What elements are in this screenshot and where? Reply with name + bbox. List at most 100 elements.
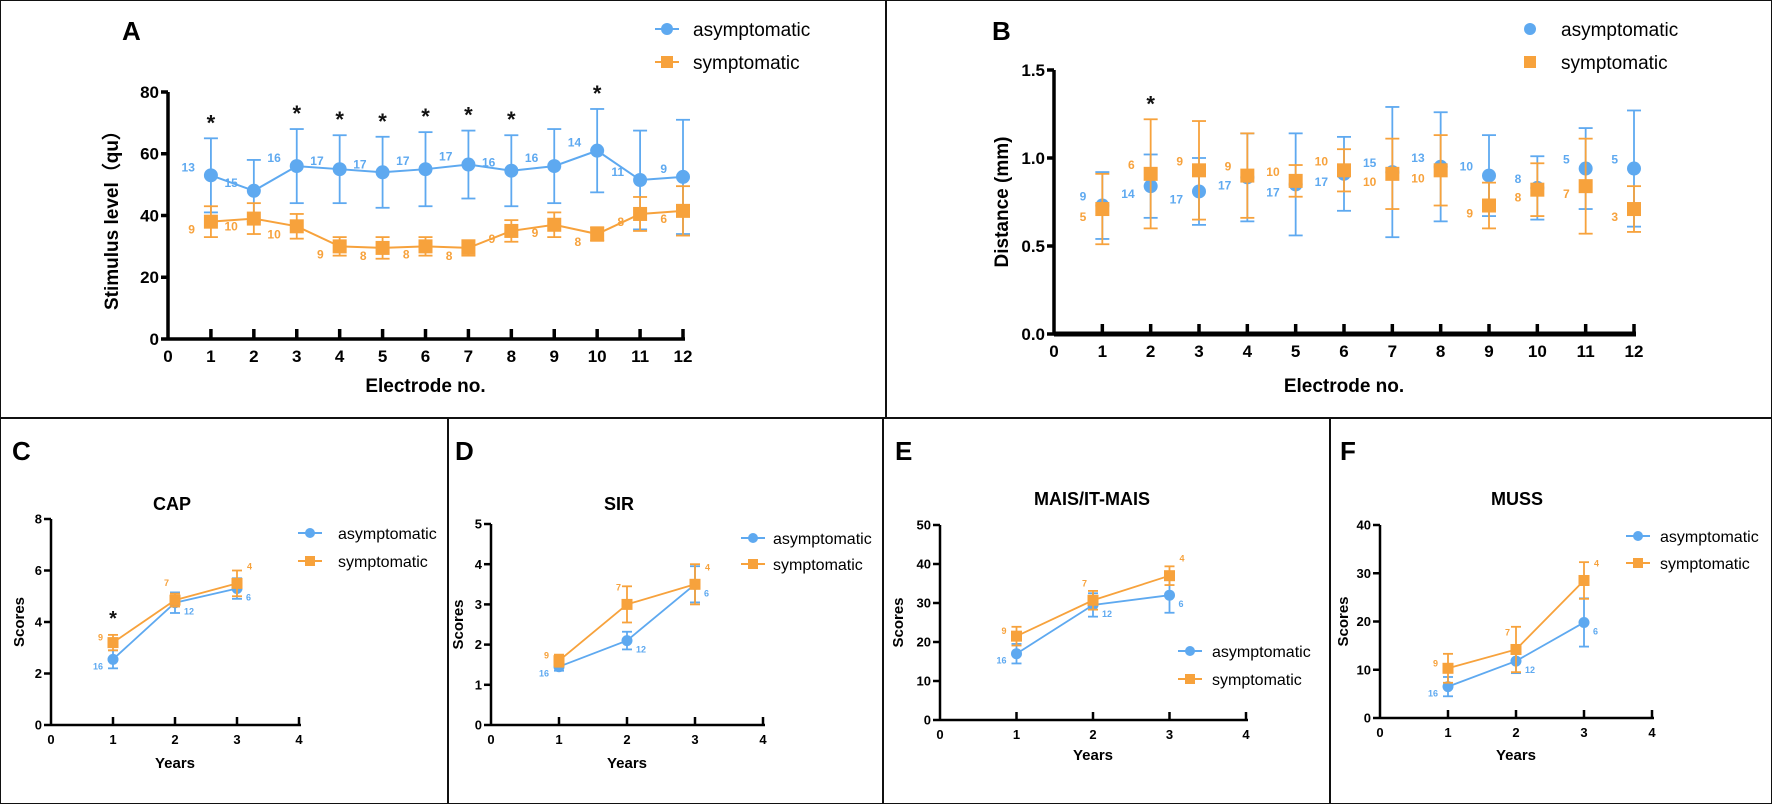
y-tick-label: 0 bbox=[924, 713, 931, 728]
x-tick-label: 0 bbox=[47, 732, 54, 747]
y-tick-label: 5 bbox=[475, 517, 482, 532]
data-point-symptomatic bbox=[1192, 163, 1206, 178]
sample-size-label: 6 bbox=[1179, 599, 1184, 609]
x-axis-label: Electrode no. bbox=[1284, 376, 1404, 397]
legend-marker-asymptomatic bbox=[305, 528, 315, 538]
x-tick-label: 7 bbox=[464, 347, 473, 366]
data-point-asymptomatic bbox=[621, 635, 633, 647]
sample-size-label: 4 bbox=[1594, 558, 1599, 568]
data-point-asymptomatic bbox=[547, 159, 562, 174]
legend-item-asymptomatic: asymptomatic bbox=[1178, 644, 1311, 661]
y-tick-label: 40 bbox=[917, 557, 931, 572]
sample-size-label: 17 bbox=[310, 154, 324, 168]
data-point-symptomatic bbox=[1482, 198, 1496, 213]
legend-item-symptomatic: symptomatic bbox=[1178, 672, 1302, 689]
data-point-symptomatic bbox=[461, 240, 476, 255]
y-tick-label: 0 bbox=[1364, 711, 1371, 726]
sample-size-label: 16 bbox=[539, 669, 549, 679]
legend-label: asymptomatic bbox=[338, 526, 437, 543]
legend-marker-asymptomatic bbox=[1633, 531, 1643, 541]
x-tick-label: 1 bbox=[555, 732, 562, 747]
significance-star: * bbox=[292, 101, 301, 126]
x-tick-label: 10 bbox=[1528, 342, 1547, 361]
y-tick-label: 40 bbox=[1357, 518, 1371, 533]
x-tick-label: 10 bbox=[588, 347, 607, 366]
y-tick-label: 0.0 bbox=[1021, 325, 1045, 344]
data-point-asymptomatic bbox=[1627, 161, 1641, 176]
legend-item-symptomatic: symptomatic bbox=[298, 554, 428, 571]
sample-size-label: 7 bbox=[616, 582, 621, 592]
x-tick-label: 4 bbox=[335, 347, 345, 366]
y-tick-label: 20 bbox=[140, 268, 159, 287]
y-axis-label: Stimulus level（qu） bbox=[100, 121, 123, 310]
legend-label: asymptomatic bbox=[1561, 20, 1678, 41]
x-tick-label: 1 bbox=[1013, 727, 1020, 742]
sample-size-label: 9 bbox=[544, 651, 549, 661]
panel-letter: B bbox=[992, 16, 1011, 46]
data-point-symptomatic bbox=[1087, 594, 1099, 606]
x-tick-label: 0 bbox=[1376, 725, 1383, 740]
x-tick-label: 11 bbox=[1577, 342, 1595, 361]
x-tick-label: 5 bbox=[378, 347, 387, 366]
data-point-symptomatic bbox=[375, 240, 390, 255]
x-tick-label: 0 bbox=[1049, 342, 1058, 361]
sample-size-label: 9 bbox=[1225, 160, 1232, 174]
sample-size-label: 12 bbox=[184, 607, 194, 617]
x-tick-label: 5 bbox=[1291, 342, 1300, 361]
y-tick-label: 60 bbox=[140, 145, 159, 164]
sample-size-label: 7 bbox=[1082, 578, 1087, 588]
data-point-asymptomatic bbox=[633, 172, 648, 187]
sample-size-label: 5 bbox=[1611, 153, 1618, 167]
sample-size-label: 6 bbox=[1128, 158, 1135, 172]
data-point-asymptomatic bbox=[1164, 589, 1175, 601]
sample-size-label: 9 bbox=[1080, 190, 1087, 204]
legend-item-symptomatic: symptomatic bbox=[655, 53, 800, 74]
data-point-symptomatic bbox=[1337, 163, 1351, 178]
sample-size-label: 15 bbox=[1363, 156, 1377, 170]
significance-star: * bbox=[421, 104, 430, 129]
data-point-symptomatic bbox=[621, 598, 633, 610]
legend-item-symptomatic: symptomatic bbox=[1524, 53, 1668, 74]
sample-size-label: 16 bbox=[93, 661, 103, 671]
y-tick-label: 10 bbox=[1357, 662, 1371, 677]
sample-size-label: 17 bbox=[1315, 175, 1329, 189]
y-tick-label: 40 bbox=[140, 206, 159, 225]
sample-size-label: 17 bbox=[1170, 192, 1184, 206]
sample-size-label: 8 bbox=[1515, 191, 1522, 205]
y-tick-label: 50 bbox=[917, 518, 931, 533]
x-tick-label: 6 bbox=[1339, 342, 1348, 361]
x-tick-label: 9 bbox=[1484, 342, 1493, 361]
sample-size-label: 14 bbox=[1121, 187, 1135, 201]
sample-size-label: 8 bbox=[446, 249, 453, 263]
sample-size-label: 4 bbox=[247, 561, 252, 571]
sample-size-label: 13 bbox=[182, 160, 196, 174]
series-line bbox=[210, 149, 684, 192]
legend-marker-symptomatic bbox=[305, 556, 315, 566]
x-tick-label: 12 bbox=[674, 347, 693, 366]
chart-title: MUSS bbox=[1491, 489, 1543, 509]
data-point-symptomatic bbox=[676, 203, 690, 218]
y-axis-label: Scores bbox=[890, 597, 907, 647]
legend-label: symptomatic bbox=[1561, 53, 1668, 74]
sample-size-label: 7 bbox=[1563, 187, 1570, 201]
data-point-asymptomatic bbox=[375, 165, 390, 180]
series-line bbox=[210, 209, 684, 249]
legend-label: asymptomatic bbox=[693, 20, 810, 41]
x-axis-label: Electrode no. bbox=[365, 376, 485, 397]
data-point-asymptomatic bbox=[590, 143, 605, 158]
y-tick-label: 0 bbox=[150, 330, 159, 349]
sample-size-label: 10 bbox=[1460, 160, 1474, 174]
sample-size-label: 15 bbox=[224, 176, 238, 190]
x-tick-label: 0 bbox=[487, 732, 494, 747]
data-point-asymptomatic bbox=[1442, 681, 1454, 693]
y-tick-label: 10 bbox=[917, 674, 931, 689]
y-tick-label: 30 bbox=[917, 596, 931, 611]
sample-size-label: 10 bbox=[1315, 154, 1329, 168]
x-tick-label: 4 bbox=[1243, 342, 1253, 361]
data-point-symptomatic bbox=[1095, 202, 1110, 217]
x-tick-label: 4 bbox=[759, 732, 767, 747]
sample-size-label: 17 bbox=[353, 157, 367, 171]
data-point-symptomatic bbox=[169, 594, 181, 606]
